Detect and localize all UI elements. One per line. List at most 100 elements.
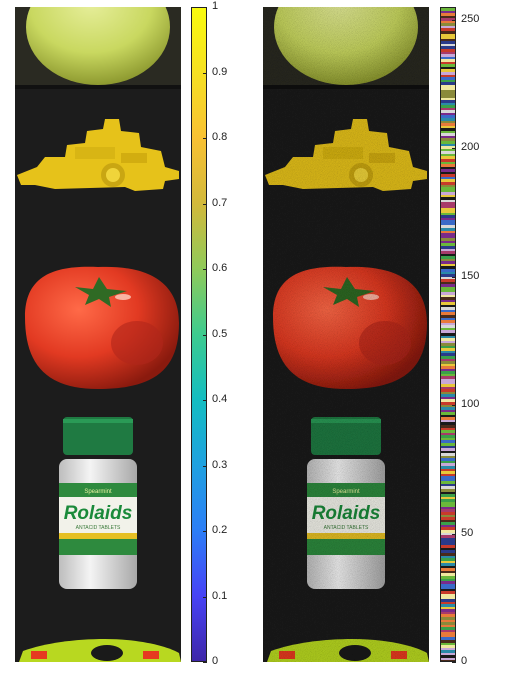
colorbar-band	[441, 476, 455, 480]
colorbar-band	[441, 381, 455, 385]
colorbar-band	[441, 84, 455, 88]
colorbar-tick-label: 0.3	[212, 459, 228, 471]
colorbar-band	[441, 10, 455, 14]
colorbar-band	[441, 31, 455, 35]
colorbar-band	[441, 302, 455, 306]
colorbar-band	[441, 558, 455, 562]
colorbar-band	[441, 340, 455, 344]
colorbar-band	[441, 100, 455, 104]
colorbar-band	[441, 586, 455, 590]
colorbar-band	[441, 92, 455, 96]
colorbar-band	[441, 555, 455, 559]
colorbar-band	[441, 425, 455, 429]
colorbar-band	[441, 491, 455, 495]
colorbar-band	[441, 412, 455, 416]
colorbar-tick	[452, 405, 456, 406]
colorbar-band	[441, 123, 455, 127]
colorbar-tick-label: 0.1	[212, 590, 228, 602]
colorbar-band	[441, 176, 455, 181]
left-image-panel: Spearmint Rolaids ANTACID TABLETS	[15, 7, 181, 662]
colorbar-band	[441, 527, 455, 531]
colorbar-band	[441, 64, 455, 68]
colorbar-band	[441, 36, 455, 40]
colorbar-band	[441, 348, 455, 352]
colorbar-band	[441, 276, 455, 280]
colorbar-band	[441, 135, 455, 140]
colorbar-band	[441, 445, 455, 449]
colorbar-band	[441, 248, 455, 252]
colorbar-band	[441, 325, 455, 329]
colorbar-band	[441, 660, 455, 661]
bottle-label-sub: ANTACID TABLETS	[76, 525, 121, 531]
colorbar-band	[441, 437, 455, 441]
colorbar-band	[441, 514, 455, 518]
colorbar-band	[441, 361, 455, 365]
colorbar-band	[441, 379, 455, 383]
colorbar-band	[441, 25, 455, 30]
colorbar-band	[441, 266, 455, 270]
colorbar-band	[441, 77, 455, 81]
colorbar-band	[441, 414, 455, 418]
colorbar-tick	[452, 662, 456, 663]
colorbar-band	[441, 335, 455, 339]
colorbar-band	[441, 263, 455, 268]
colorbar-band	[441, 655, 455, 659]
colorbar-band	[441, 228, 455, 232]
colorbar-band	[441, 596, 455, 600]
colorbar-tick-label: 50	[461, 527, 474, 539]
colorbar-band	[441, 622, 455, 626]
colorbar-band	[441, 18, 455, 22]
colorbar-band	[441, 89, 455, 94]
colorbar-tick-label: 0	[461, 655, 468, 667]
colorbar-band	[441, 440, 455, 444]
colorbar-band	[441, 478, 455, 482]
colorbar-band	[441, 128, 455, 132]
colorbar-tick-label: 100	[461, 398, 480, 410]
colorbar-band	[441, 391, 455, 395]
colorbar-band	[441, 455, 455, 459]
colorbar-band	[441, 138, 455, 142]
colorbar-band	[441, 489, 455, 493]
colorbar-band	[441, 56, 455, 60]
colorbar-tick-label: 0.8	[212, 131, 228, 143]
colorbar-band	[441, 465, 455, 470]
colorbar-band	[441, 637, 455, 641]
colorbar-band	[441, 274, 455, 278]
bottle-brand-text: Rolaids	[64, 503, 133, 524]
colorbar-band	[441, 46, 455, 50]
colorbar-band	[441, 537, 455, 541]
colorbar-band	[441, 202, 455, 206]
toy-boat-image	[265, 119, 427, 191]
colorbar-band	[441, 448, 455, 452]
colorbar-band	[441, 453, 455, 457]
colorbar-band	[441, 404, 455, 408]
colorbar-band	[441, 483, 455, 488]
colorbar-band	[441, 614, 455, 618]
colorbar-band	[441, 345, 455, 349]
colorbar-band	[441, 304, 455, 308]
colorbar-band	[441, 468, 455, 472]
colorbar-band	[441, 512, 455, 516]
colorbar-band	[441, 409, 455, 413]
colorbar-band	[441, 171, 455, 175]
colorbar-band	[441, 358, 455, 362]
colorbar-band	[441, 373, 455, 378]
toy-boat-image	[17, 119, 179, 191]
colorbar-tick	[452, 20, 456, 21]
colorbar-band	[441, 332, 455, 337]
colorbar-band	[441, 632, 455, 636]
rolaids-bottle-image: Spearmint Rolaids ANTACID TABLETS	[59, 417, 137, 589]
colorbar-band	[441, 371, 455, 375]
colorbar-band	[441, 519, 455, 523]
colorbar-band	[441, 494, 455, 498]
colorbar-band	[441, 15, 455, 19]
colorbar-band	[441, 309, 455, 314]
colorbar-band	[441, 59, 455, 63]
colorbar-band	[441, 181, 455, 186]
colorbar-band	[441, 327, 455, 331]
colorbar-band	[441, 69, 455, 73]
colorbar-band	[441, 230, 455, 234]
colorbar-tick	[203, 662, 207, 663]
colorbar-band	[441, 8, 455, 12]
colorbar-tick-label: 0.2	[212, 524, 228, 536]
